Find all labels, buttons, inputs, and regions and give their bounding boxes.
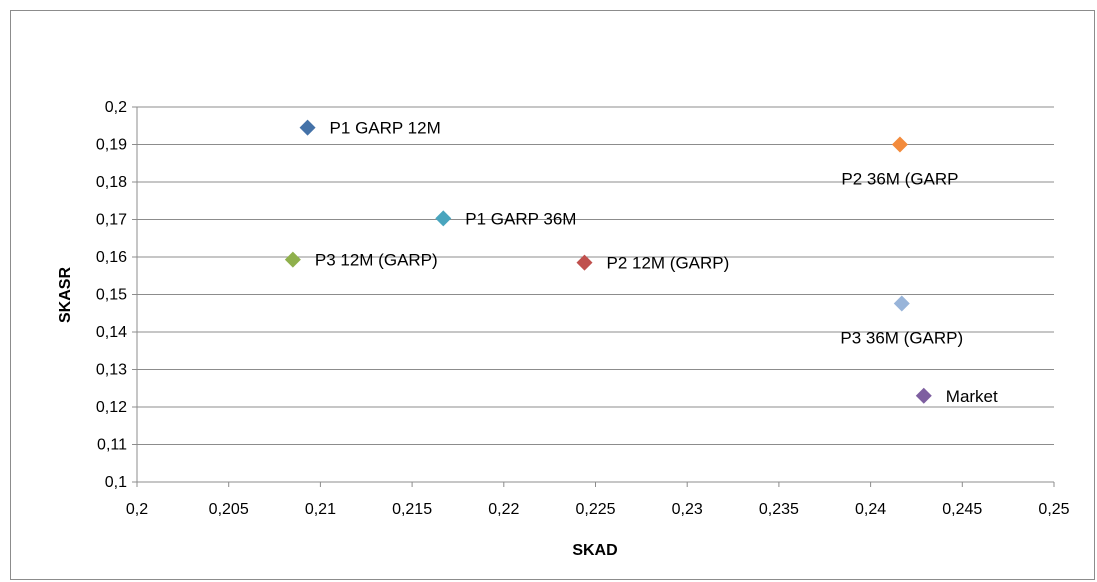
- data-point-label: P3 12M (GARP): [315, 251, 438, 270]
- y-tick-label: 0,1: [105, 474, 127, 491]
- data-point-label: P2 12M (GARP): [606, 254, 729, 273]
- data-point-marker: [891, 136, 908, 153]
- data-point-label: Market: [946, 387, 998, 406]
- x-tick-label: 0,23: [672, 501, 703, 518]
- x-tick-label: 0,245: [942, 501, 982, 518]
- x-tick-label: 0,205: [209, 501, 249, 518]
- y-tick-label: 0,18: [96, 174, 127, 191]
- data-point-marker: [299, 119, 316, 136]
- grid-lines: [137, 106, 1054, 445]
- data-point-marker: [915, 387, 932, 404]
- x-tick-label: 0,225: [575, 501, 615, 518]
- y-tick-label: 0,13: [96, 362, 127, 379]
- x-tick-label: 0,2: [126, 501, 148, 518]
- data-point-marker: [284, 251, 301, 268]
- x-tick-label: 0,215: [392, 501, 432, 518]
- data-point-marker: [893, 295, 910, 312]
- y-tick-label: 0,12: [96, 399, 127, 416]
- y-tick-label: 0,16: [96, 249, 127, 266]
- data-point-label: P3 36M (GARP): [840, 329, 963, 348]
- data-points: P1 GARP 12M P2 36M (GARP P1 GARP 36M P3 12M…: [284, 119, 998, 406]
- x-tick-label: 0,21: [305, 501, 336, 518]
- x-tick-label: 0,25: [1038, 501, 1069, 518]
- x-axis-title: SKAD: [572, 542, 617, 559]
- y-tick-label: 0,15: [96, 287, 127, 304]
- data-point-label: P1 GARP 36M: [465, 209, 576, 228]
- x-tick-label: 0,235: [759, 501, 799, 518]
- y-tick-label: 0,17: [96, 212, 127, 229]
- y-tick-label: 0,14: [96, 324, 127, 341]
- y-tick-label: 0,11: [97, 437, 127, 454]
- data-point-marker: [576, 254, 593, 271]
- y-tick-label: 0,2: [105, 99, 127, 116]
- data-point-marker: [435, 210, 452, 227]
- data-point-label: P1 GARP 12M: [330, 119, 441, 138]
- y-axis-title: SKASR: [57, 267, 74, 323]
- ticks: 0,1 0,11 0,12 0,13 0,14 0,15 0,16 0,17 0,18 0,19 0…: [96, 99, 1070, 518]
- data-point-label: P2 36M (GARP: [841, 170, 958, 189]
- x-tick-label: 0,22: [488, 501, 519, 518]
- y-tick-label: 0,19: [96, 137, 127, 154]
- x-tick-label: 0,24: [855, 501, 886, 518]
